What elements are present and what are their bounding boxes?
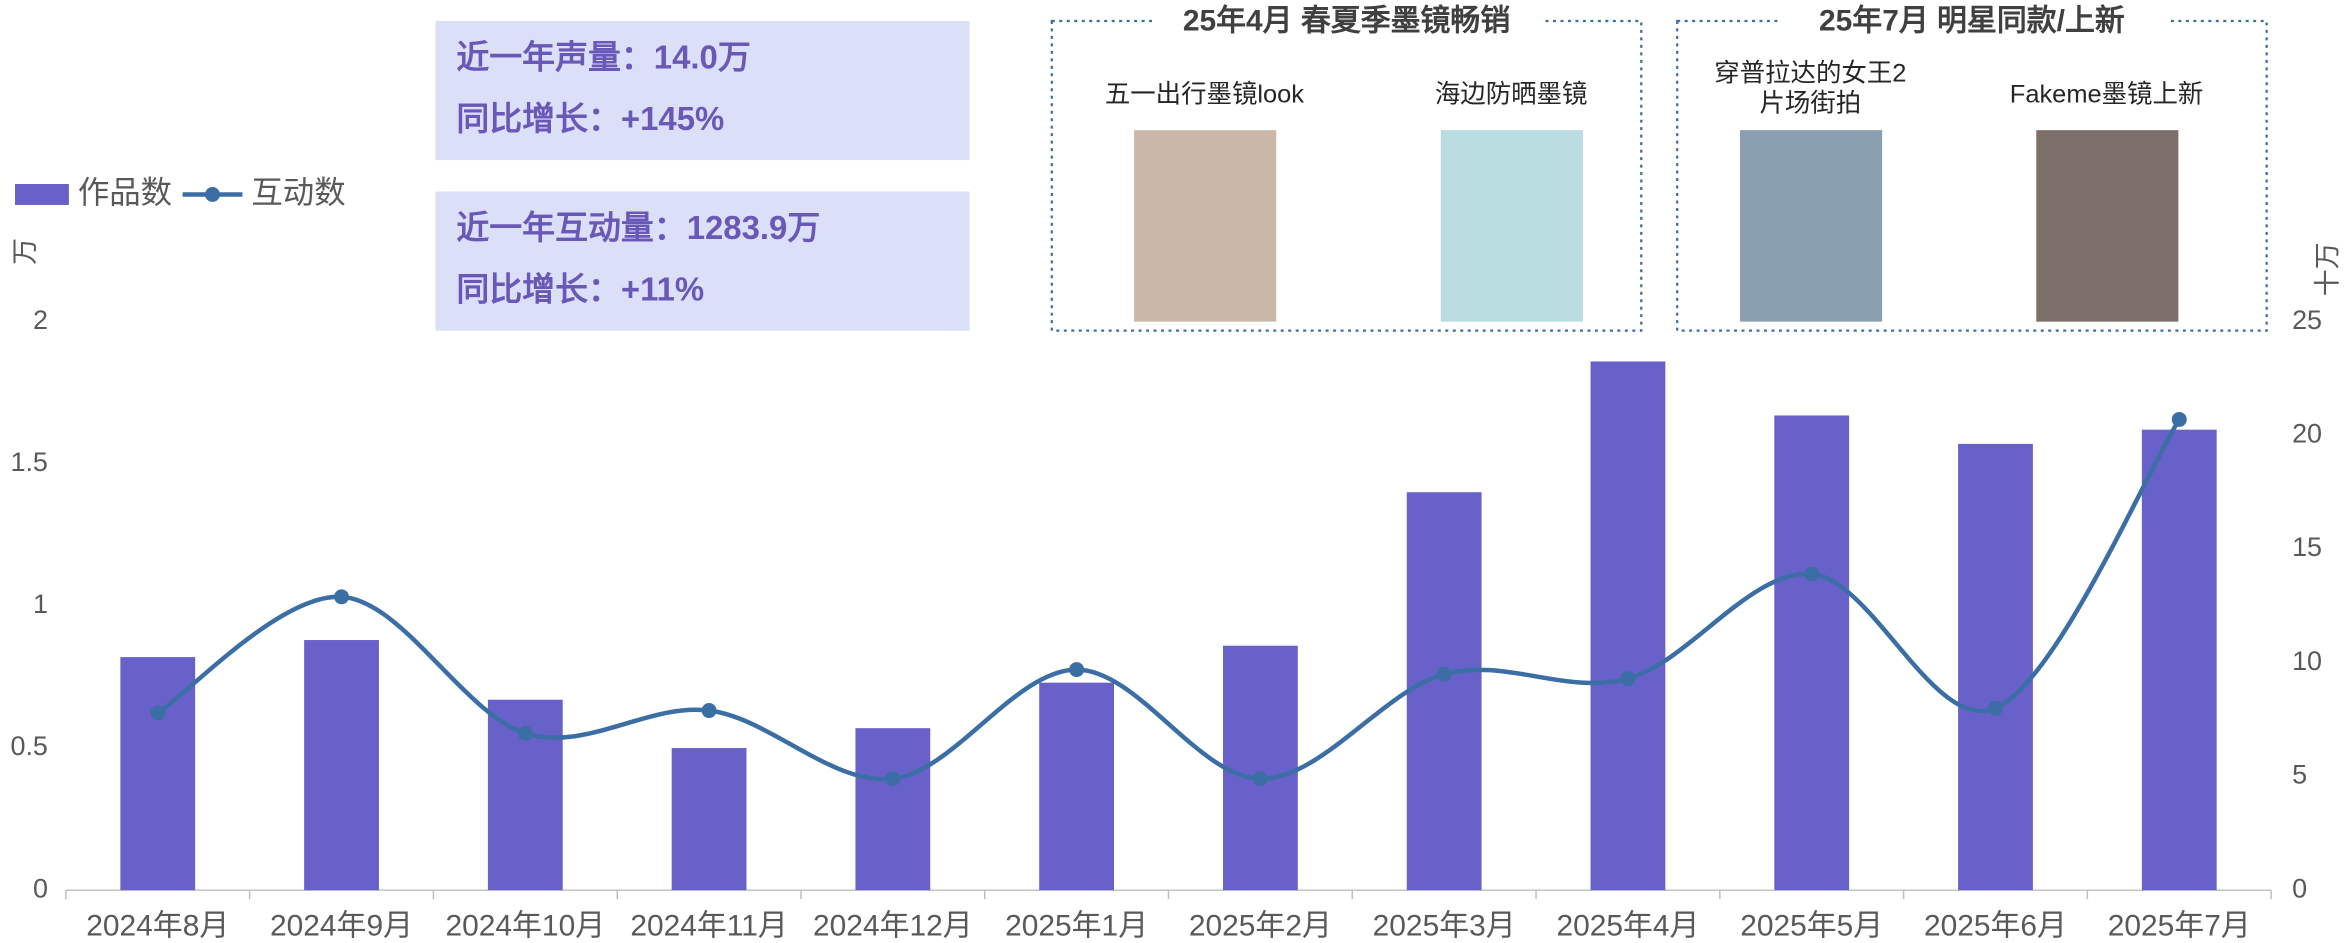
y2-tick-label: 10	[2292, 646, 2322, 676]
callout-caption: 穿普拉达的女王2	[1714, 60, 1906, 88]
y2-tick-label: 0	[2292, 873, 2307, 903]
callout-caption: 五一出行墨镜look	[1105, 80, 1304, 108]
line-point	[2171, 411, 2187, 427]
callout-title-bg	[1777, 2, 2167, 42]
bar	[855, 728, 931, 891]
line-point	[150, 705, 166, 721]
y2-tick-label: 20	[2292, 418, 2322, 448]
bar	[1774, 415, 1850, 891]
line-point	[1804, 566, 1820, 582]
bar	[1406, 492, 1482, 891]
x-tick-label: 2024年12月	[813, 909, 973, 942]
callout-title-bg	[1152, 2, 1542, 42]
callout-image	[1440, 130, 1583, 322]
legend-label: 作品数	[78, 175, 172, 210]
bar	[1222, 645, 1298, 891]
stat-box	[435, 191, 970, 331]
y-tick-label: 2	[33, 305, 48, 335]
bar	[120, 657, 196, 891]
callout-title: 25年7月 明星同款/上新	[1819, 4, 2125, 37]
x-tick-label: 2024年9月	[270, 909, 413, 942]
stat-box	[435, 20, 970, 161]
y-tick-label: 0	[33, 873, 48, 903]
stat-text: 同比增长：+145%	[456, 100, 724, 137]
callout-image	[1740, 130, 1883, 322]
x-tick-label: 2025年2月	[1189, 909, 1332, 942]
callout-image	[2036, 130, 2179, 322]
x-tick-label: 2025年5月	[1740, 909, 1883, 942]
line-point	[1252, 771, 1268, 787]
x-tick-label: 2024年11月	[630, 909, 787, 942]
bar	[671, 748, 747, 891]
line-point	[1436, 666, 1452, 682]
y2-unit: 十万	[2313, 242, 2343, 296]
x-tick-label: 2024年10月	[446, 909, 606, 942]
line-point	[1069, 662, 1085, 678]
legend-label: 互动数	[251, 175, 345, 210]
x-tick-label: 2025年6月	[1924, 909, 2067, 942]
x-tick-label: 2025年3月	[1373, 909, 1516, 942]
x-tick-label: 2025年1月	[1005, 909, 1148, 942]
callout-caption: 海边防晒墨镜	[1435, 80, 1588, 108]
legend-swatch	[15, 184, 69, 205]
line	[156, 418, 2182, 782]
y2-tick-label: 5	[2292, 760, 2307, 790]
bar	[1039, 682, 1115, 891]
line-point	[517, 725, 533, 741]
bar	[304, 640, 379, 891]
y2-tick-label: 25	[2292, 305, 2322, 335]
callout-caption: Fakeme墨镜上新	[2010, 80, 2204, 108]
line-point	[701, 703, 717, 719]
bar	[1590, 361, 1666, 891]
bar	[2141, 429, 2217, 891]
y-tick-label: 0.5	[10, 731, 47, 761]
y-tick-label: 1	[33, 589, 48, 619]
line-point	[885, 771, 901, 787]
line-point	[1620, 671, 1636, 687]
callout-caption: 片场街拍	[1760, 89, 1862, 117]
y2-tick-label: 15	[2292, 532, 2322, 562]
bar	[1958, 443, 2033, 891]
x-tick-label: 2025年4月	[1556, 909, 1699, 942]
stat-text: 同比增长：+11%	[456, 270, 704, 307]
x-tick-label: 2024年8月	[86, 909, 229, 942]
stat-text: 近一年互动量：1283.9万	[456, 209, 820, 246]
callout-image	[1134, 130, 1277, 322]
callout-title: 25年4月 春夏季墨镜畅销	[1183, 3, 1510, 37]
line-point	[1988, 700, 2003, 716]
y-unit: 万	[10, 238, 40, 265]
stat-text: 近一年声量：14.0万	[456, 39, 750, 76]
line-point	[334, 589, 350, 605]
legend-swatch	[205, 187, 220, 202]
x-tick-label: 2025年7月	[2108, 909, 2251, 942]
y-tick-label: 1.5	[10, 447, 47, 477]
